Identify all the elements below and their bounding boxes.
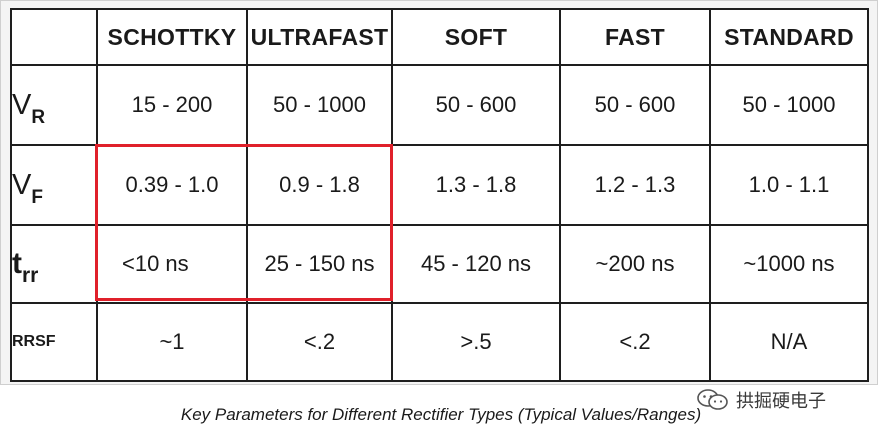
figure-caption: Key Parameters for Different Rectifier T… xyxy=(180,405,702,424)
row-label-vr: VR xyxy=(10,64,98,146)
table-row-vf: VF 0.39 - 1.0 0.9 - 1.8 1.3 - 1.8 1.2 - … xyxy=(10,144,869,226)
cell-trr-standard: ~1000 ns xyxy=(709,224,869,304)
cell-rrsf-standard: N/A xyxy=(709,302,869,382)
rectifier-parameters-table: SCHOTTKY ULTRAFAST SOFT FAST STANDARD VR… xyxy=(10,8,869,382)
table-row-trr: trr <10 ns 25 - 150 ns 45 - 120 ns ~200 … xyxy=(10,224,869,304)
cell-vr-ultrafast: 50 - 1000 xyxy=(246,64,393,146)
cell-vr-standard: 50 - 1000 xyxy=(709,64,869,146)
cell-rrsf-schottky: ~1 xyxy=(96,302,248,382)
cell-trr-schottky: <10 ns xyxy=(96,224,248,304)
watermark-text: 拱掘硬电子 xyxy=(736,391,826,412)
header-row: SCHOTTKY ULTRAFAST SOFT FAST STANDARD xyxy=(10,8,869,66)
header-schottky: SCHOTTKY xyxy=(96,8,248,66)
cell-trr-fast: ~200 ns xyxy=(559,224,711,304)
header-soft: SOFT xyxy=(391,8,561,66)
watermark: 拱掘硬电子 xyxy=(696,386,826,414)
table-row-rrsf: RRSF ~1 <.2 >.5 <.2 N/A xyxy=(10,302,869,382)
row-label-rrsf: RRSF xyxy=(10,302,98,382)
cell-vf-schottky: 0.39 - 1.0 xyxy=(96,144,248,226)
cell-vf-standard: 1.0 - 1.1 xyxy=(709,144,869,226)
cell-vr-fast: 50 - 600 xyxy=(559,64,711,146)
header-cell-empty xyxy=(10,8,98,66)
wechat-icon xyxy=(696,388,730,412)
row-label-trr: trr xyxy=(10,224,98,304)
header-fast: FAST xyxy=(559,8,711,66)
cell-vf-fast: 1.2 - 1.3 xyxy=(559,144,711,226)
cell-rrsf-fast: <.2 xyxy=(559,302,711,382)
cell-vr-schottky: 15 - 200 xyxy=(96,64,248,146)
cell-trr-ultrafast: 25 - 150 ns xyxy=(246,224,393,304)
row-label-vf: VF xyxy=(10,144,98,226)
header-ultrafast: ULTRAFAST xyxy=(246,8,393,66)
cell-vr-soft: 50 - 600 xyxy=(391,64,561,146)
header-standard: STANDARD xyxy=(709,8,869,66)
table-row-vr: VR 15 - 200 50 - 1000 50 - 600 50 - 600 … xyxy=(10,64,869,146)
cell-rrsf-ultrafast: <.2 xyxy=(246,302,393,382)
cell-vf-ultrafast: 0.9 - 1.8 xyxy=(246,144,393,226)
cell-rrsf-soft: >.5 xyxy=(391,302,561,382)
cell-trr-soft: 45 - 120 ns xyxy=(391,224,561,304)
cell-vf-soft: 1.3 - 1.8 xyxy=(391,144,561,226)
